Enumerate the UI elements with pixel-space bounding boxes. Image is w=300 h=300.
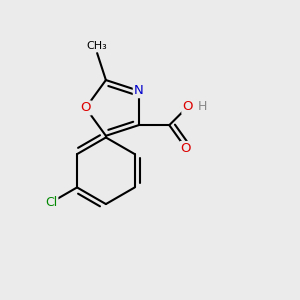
Text: O: O: [80, 101, 91, 114]
Text: CH₃: CH₃: [87, 41, 107, 51]
Text: N: N: [134, 84, 143, 97]
Text: Cl: Cl: [46, 196, 58, 208]
Text: O: O: [181, 142, 191, 155]
Text: H: H: [198, 100, 207, 113]
Text: O: O: [182, 100, 193, 113]
